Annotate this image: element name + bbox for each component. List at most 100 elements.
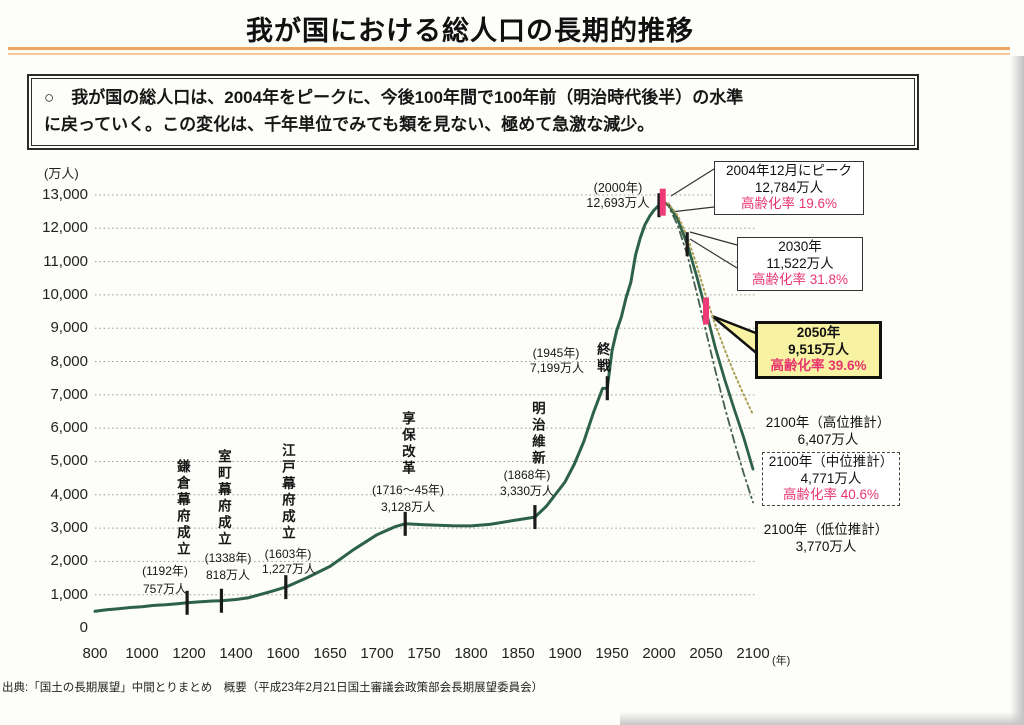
event-muromachi-value: 818万人 <box>205 568 251 582</box>
x-axis-label: 1200 <box>172 645 206 662</box>
event-tick-2030 <box>685 232 689 257</box>
callout-2004-peak-value: 12,784万人 <box>754 179 824 195</box>
scan-edge-bottom <box>620 712 1024 725</box>
event-tick-1868 <box>533 505 537 530</box>
y-axis-label: 1,000 <box>50 585 88 603</box>
y-axis-label: 5,000 <box>50 452 88 470</box>
x-axis-label: 1600 <box>266 645 300 662</box>
event-edo-label: 江戸幕府成立 <box>279 443 295 542</box>
summary-box: ○ 我が国の総人口は、2004年をピークに、今後100年間で100年前（明治時代… <box>27 74 919 151</box>
event-kamakura-label: 鎌倉幕府成立 <box>174 459 190 558</box>
series-高位推計 <box>661 201 754 416</box>
x-axis-label: 1850 <box>501 645 535 662</box>
event-tick-1192 <box>185 590 189 615</box>
callout-2100-high: 2100年（高位推計） 6,407万人 <box>760 415 896 448</box>
callout-2030-title: 2030年 <box>778 239 822 254</box>
y-axis-label: 4,000 <box>50 485 88 503</box>
y-axis-label: 12,000 <box>42 219 88 237</box>
event-end-of-war: 終戦 <box>594 342 610 375</box>
y-axis-label: 3,000 <box>50 519 88 537</box>
event-end-of-war-value: 7,199万人 <box>529 361 585 375</box>
x-axis-label: 800 <box>82 645 108 662</box>
series-低位推計 <box>661 201 754 504</box>
series-総人口（実績） <box>93 200 665 613</box>
event-kamakura-value: 757万人 <box>142 582 188 596</box>
callout-2100-high-value: 6,407万人 <box>797 431 859 447</box>
year-2000-note-value: 12,693万人 <box>586 196 650 210</box>
x-axis-label: 1400 <box>219 645 253 662</box>
y-axis-label: 6,000 <box>50 419 88 437</box>
y-axis-label: 9,000 <box>50 319 88 337</box>
event-meiji-label: 明治維新 <box>529 401 545 467</box>
year-2000-note-year: (2000年) <box>593 181 643 195</box>
y-axis-label: 2,000 <box>50 552 88 570</box>
x-axis-label: 1900 <box>548 645 582 662</box>
callout-leader-line <box>689 238 738 269</box>
source-note: 出典:「国土の長期展望」中間とりまとめ 概要（平成23年2月21日国土審議会政策… <box>2 682 544 694</box>
x-axis-label: 1750 <box>407 645 441 662</box>
x-axis-label: 1000 <box>125 645 159 662</box>
event-tick-1603 <box>284 575 288 600</box>
callout-2050-aging-rate: 高齢化率 39.6% <box>770 358 867 373</box>
scan-edge-right <box>1010 56 1024 725</box>
x-axis-unit: (年) <box>772 655 791 667</box>
y-axis-label: 0 <box>79 619 88 636</box>
event-tick-1730 <box>403 511 407 536</box>
event-kamakura: 鎌倉幕府成立 <box>174 459 190 558</box>
event-edo-value: 1,227万人 <box>261 562 317 576</box>
callout-2050-value: 9,515万人 <box>788 341 849 357</box>
event-tick-2000 <box>657 193 661 218</box>
callout-2004-peak-aging-rate: 高齢化率 19.6% <box>740 196 838 211</box>
page-title: 我が国における総人口の長期的推移 <box>246 16 694 46</box>
event-kyoho-label: 享保改革 <box>399 411 415 477</box>
title-underline-rule <box>8 47 1010 55</box>
callout-2100-medium-aging-rate: 高齢化率 40.6% <box>782 487 880 502</box>
event-kamakura-year: (1192年) <box>142 564 188 578</box>
callout-2100-medium-value: 4,771万人 <box>800 470 862 486</box>
event-kyoho-reform: 享保改革 <box>399 411 415 477</box>
x-axis-label: 1800 <box>454 645 488 662</box>
event-muromachi: 室町幕府成立 <box>215 449 231 548</box>
summary-text: ○ 我が国の総人口は、2004年をピークに、今後100年間で100年前（明治時代… <box>31 78 915 147</box>
x-axis-label: 1950 <box>595 645 629 662</box>
event-meiji-value: 3,330万人 <box>499 484 555 498</box>
event-end-of-war-year: (1945年) <box>532 346 580 360</box>
x-axis-label: 2050 <box>689 645 723 662</box>
callout-2100-low-value: 3,770万人 <box>795 538 857 554</box>
callout-2100-high-title: 2100年（高位推計） <box>765 415 891 430</box>
event-meiji-year: (1868年) <box>503 468 551 482</box>
callout-2004-peak-title: 2004年12月にピーク <box>725 163 853 178</box>
callout-leader-line <box>670 168 715 197</box>
y-axis-label: 10,000 <box>42 285 88 303</box>
x-axis-label: 1650 <box>313 645 347 662</box>
callout-2100-medium: 2100年（中位推計） 4,771万人 高齢化率 40.6% <box>762 452 900 506</box>
callout-2030-aging-rate: 高齢化率 31.8% <box>751 272 849 287</box>
peak-marker-2004 <box>659 188 666 216</box>
peak-marker-2050 <box>703 297 709 325</box>
callout-2030: 2030年 11,522万人 高齢化率 31.8% <box>737 237 863 291</box>
event-end-of-war-label: 終戦 <box>594 342 610 375</box>
callout-2030-value: 11,522万人 <box>766 255 834 271</box>
callout-2100-low: 2100年（低位推計） 3,770万人 <box>760 522 892 555</box>
event-edo: 江戸幕府成立 <box>279 443 295 542</box>
year-2000-note: (2000年) 12,693万人 <box>576 181 660 211</box>
event-meiji-restoration: 明治維新 <box>529 401 545 467</box>
y-axis-unit: (万人) <box>44 166 79 181</box>
callout-2050-title: 2050年 <box>796 325 841 340</box>
callout-leader-line <box>689 231 738 246</box>
event-tick-1945 <box>605 376 609 401</box>
y-axis-label: 11,000 <box>43 252 88 270</box>
callout-2100-low-title: 2100年（低位推計） <box>763 522 889 537</box>
callout-leader-line <box>670 206 715 213</box>
event-kyoho-year: (1716～45年) <box>371 483 445 497</box>
y-axis-label: 13,000 <box>42 186 88 203</box>
event-muromachi-year: (1338年) <box>204 551 252 565</box>
callout-2004-peak: 2004年12月にピーク 12,784万人 高齢化率 19.6% <box>714 161 864 215</box>
y-axis-label: 8,000 <box>50 352 88 370</box>
x-axis-label: 2000 <box>642 645 676 662</box>
event-edo-year: (1603年) <box>264 547 312 561</box>
event-muromachi-label: 室町幕府成立 <box>215 449 231 548</box>
x-axis-label: 2100 <box>736 645 770 662</box>
callout-2100-medium-title: 2100年（中位推計） <box>768 454 894 469</box>
